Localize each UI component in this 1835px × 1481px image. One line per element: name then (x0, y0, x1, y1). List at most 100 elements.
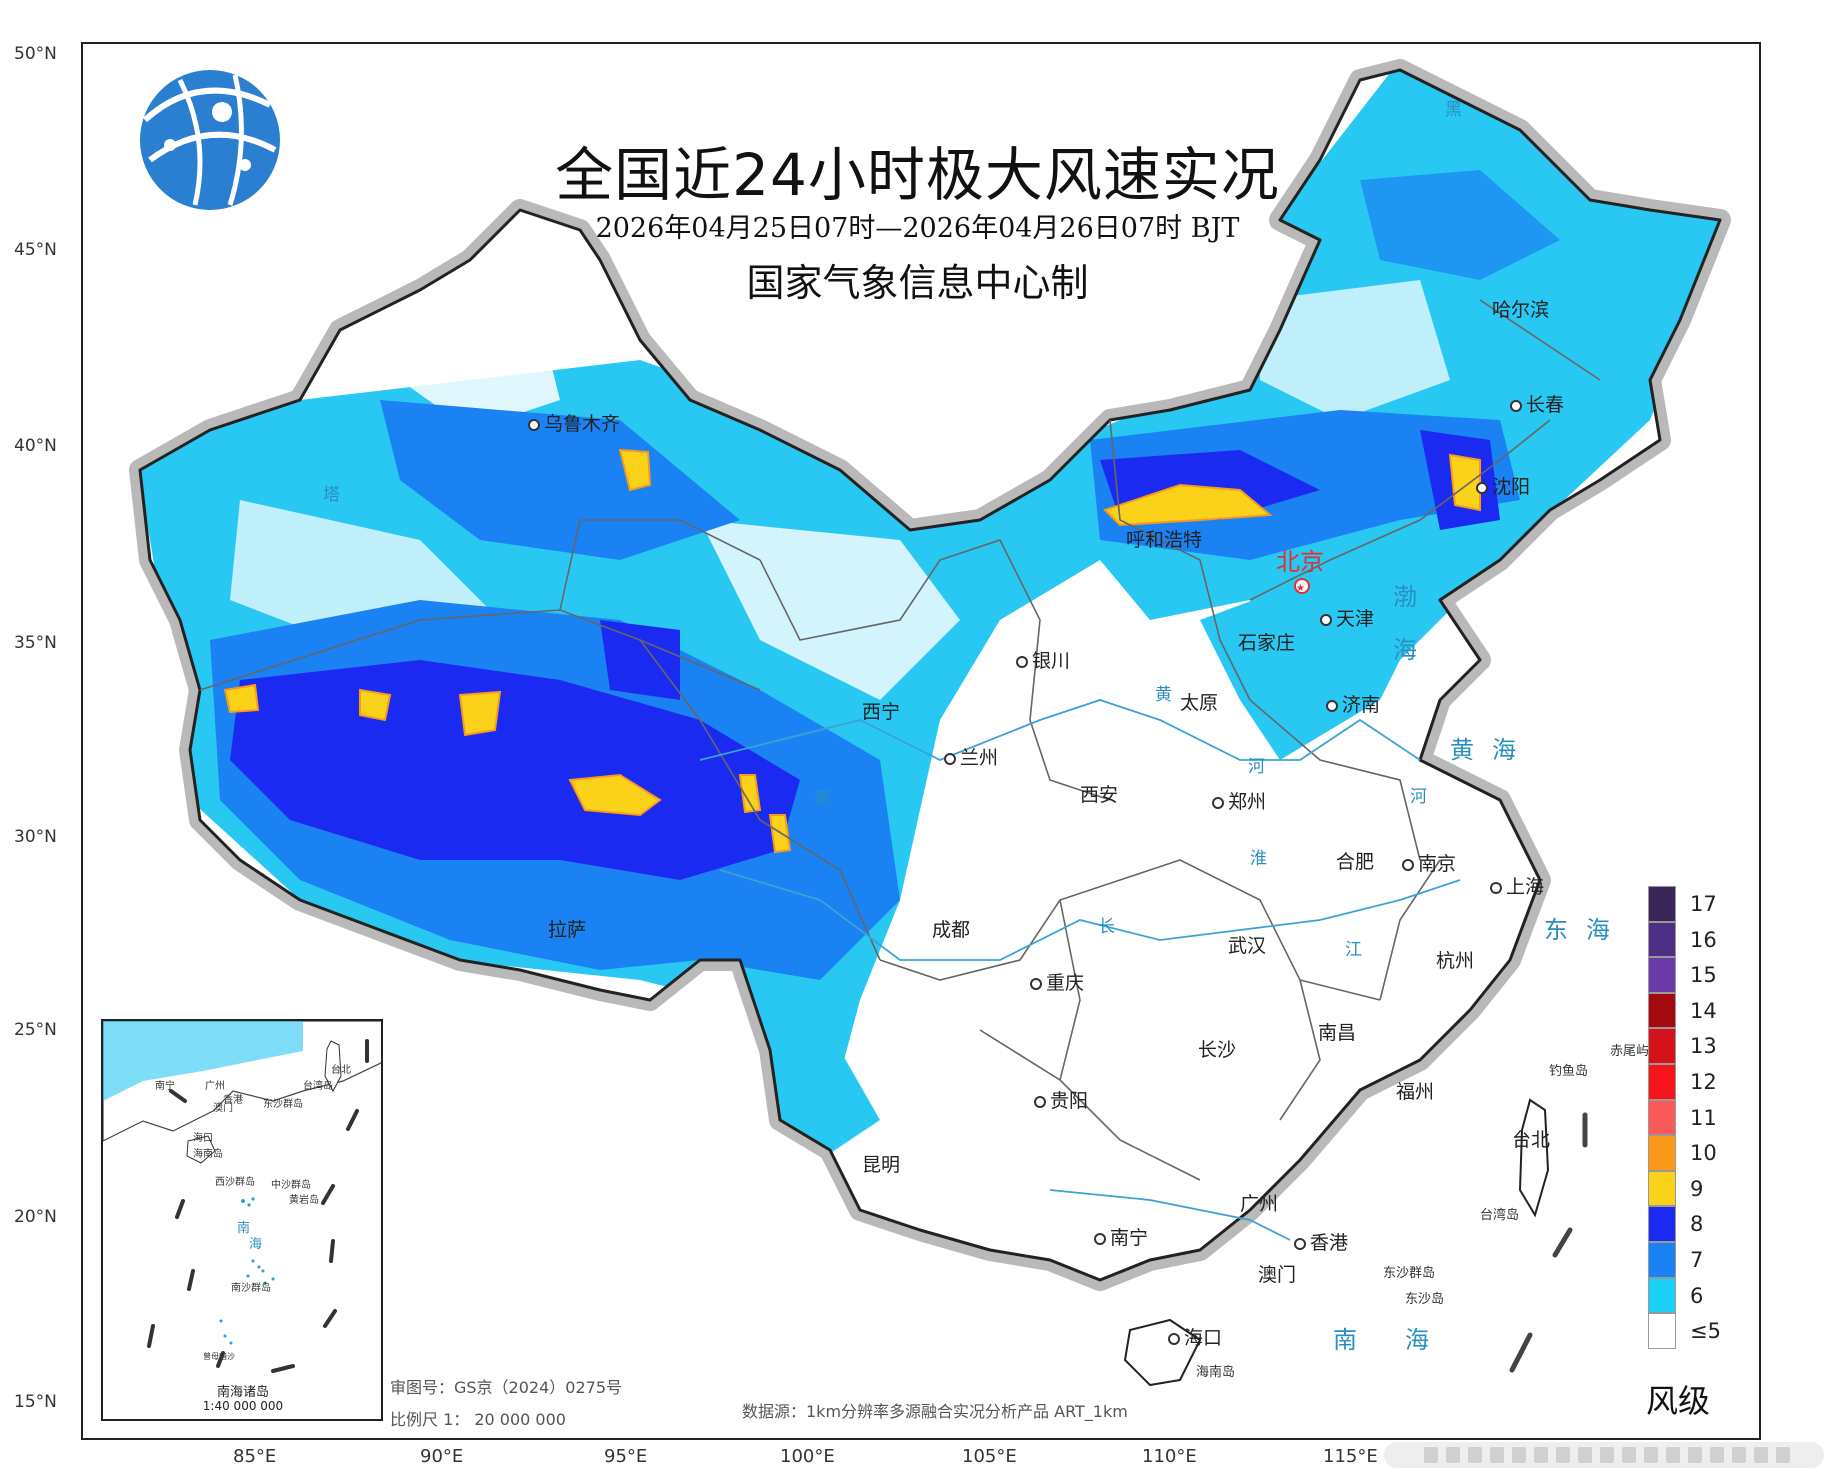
legend-swatch (1648, 1063, 1676, 1100)
legend-row-17: 17 (1648, 886, 1738, 922)
legend-swatch (1648, 1099, 1676, 1136)
inset-title: 南海诸岛 (216, 1385, 269, 1400)
lon-label-90: 90°E (420, 1446, 464, 1467)
city-dot-icon (1402, 858, 1414, 871)
river-label-huai: 淮 (1250, 849, 1267, 869)
inset-taiwan: 台湾岛 (303, 1081, 333, 1092)
city-dot-icon (1320, 613, 1332, 626)
city-wuhan: 武汉 (1228, 935, 1267, 957)
city-macau: 澳门 (1258, 1264, 1297, 1286)
city-nanning: 南宁 (1094, 1223, 1148, 1250)
legend-swatch (1648, 1206, 1676, 1242)
lon-label-115: 115°E (1323, 1446, 1378, 1467)
sea-donghai: 东海 (1544, 916, 1628, 944)
national-border (138, 68, 1722, 1282)
inset-hainan: 海南岛 (193, 1149, 223, 1160)
city-xining: 西宁 (862, 701, 901, 723)
river-label-huang-2: 黄 (814, 789, 831, 809)
island-diaoyu: 钓鱼岛 (1549, 1064, 1589, 1079)
inset-map (103, 1021, 381, 1373)
city-guangzhou: 广州 (1240, 1193, 1279, 1215)
cma-logo (140, 70, 280, 210)
city-shanghai: 上海 (1490, 872, 1544, 899)
city-nanchang: 南昌 (1318, 1022, 1357, 1044)
city-hongkong: 香港 (1294, 1228, 1348, 1255)
lat-label-50: 50°N (14, 44, 57, 64)
city-dot-icon (1212, 796, 1224, 809)
city-dot-icon (1476, 481, 1488, 494)
lat-label-25: 25°N (14, 1020, 57, 1040)
city-dot-icon (1034, 1095, 1046, 1108)
city-harbin: 哈尔滨 (1492, 299, 1550, 321)
lon-label-95: 95°E (604, 1446, 648, 1467)
river-label-jiang: 江 (1345, 940, 1362, 960)
city-dot-icon (1168, 1332, 1180, 1345)
river-label-chang: 长 (1098, 917, 1115, 937)
island-dongsha-group: 东沙群岛 (1383, 1266, 1436, 1281)
city-kunming: 昆明 (862, 1154, 901, 1176)
legend: 17 16 15 14 13 12 11 10 9 8 7 6 ≤5 (1648, 886, 1738, 1349)
city-hohhot: 呼和浩特 (1126, 529, 1203, 551)
inset-nansha: 南沙群岛 (231, 1283, 271, 1294)
inset-south-china-sea: 南宁 广州 香港 台北 澳门 台湾岛 东沙群岛 海口 海南岛 西沙群岛 中沙群岛… (101, 1019, 383, 1421)
river-label-ta: 塔 (323, 485, 340, 505)
city-changchun: 长春 (1510, 390, 1564, 417)
legend-row-6: 6 (1648, 1277, 1738, 1314)
legend-row-14: 14 (1648, 992, 1738, 1029)
review-number: 审图号：GS京（2024）0275号 (390, 1378, 622, 1397)
island-hainan: 海南岛 (1196, 1365, 1236, 1380)
inset-hongkong: 香港 (223, 1095, 243, 1106)
city-dot-icon (1326, 699, 1338, 712)
legend-row-7: 7 (1648, 1241, 1738, 1278)
city-dot-icon (1490, 881, 1502, 894)
time-range: 2026年04月25日07时—2026年04月26日07时 BJT (595, 213, 1240, 244)
city-tianjin: 天津 (1320, 604, 1374, 631)
sea-bohai-2: 海 (1393, 636, 1435, 664)
inset-zhongsha: 中沙群岛 (271, 1180, 311, 1191)
legend-row-12: 12 (1648, 1063, 1738, 1100)
city-shijiazhuang: 石家庄 (1238, 632, 1296, 654)
river-label-he: 河 (1248, 757, 1265, 777)
lon-label-105: 105°E (962, 1446, 1017, 1467)
capital-label: 北京 (1276, 548, 1324, 576)
inset-xisha: 西沙群岛 (215, 1177, 255, 1188)
inset-huangyan: 黄岩岛 (289, 1195, 319, 1206)
city-zhengzhou: 郑州 (1212, 787, 1266, 814)
island-taiwan: 台湾岛 (1480, 1208, 1520, 1223)
legend-row-11: 11 (1648, 1099, 1738, 1136)
city-changsha: 长沙 (1198, 1039, 1237, 1061)
city-dot-icon (1030, 977, 1042, 990)
legend-swatch (1648, 1028, 1676, 1064)
legend-title: 风级 (1646, 1382, 1711, 1420)
city-fuzhou: 福州 (1396, 1081, 1435, 1103)
legend-row-8: 8 (1648, 1206, 1738, 1242)
data-source: 数据源：1km分辨率多源融合实况分析产品 ART_1km (742, 1402, 1128, 1421)
city-haikou: 海口 (1168, 1323, 1222, 1350)
watermark-bar (1384, 1442, 1824, 1468)
city-nanjing: 南京 (1402, 849, 1456, 876)
legend-swatch (1648, 1241, 1676, 1278)
producer: 国家气象信息中心制 (746, 261, 1089, 305)
city-guiyang: 贵阳 (1034, 1086, 1088, 1113)
legend-row-9: 9 (1648, 1170, 1738, 1207)
lon-label-110: 110°E (1142, 1446, 1197, 1467)
city-chengdu: 成都 (932, 919, 971, 941)
legend-swatch (1648, 1135, 1676, 1171)
city-hefei: 合肥 (1336, 851, 1375, 873)
inset-nan: 南 (237, 1221, 251, 1236)
city-dot-icon (944, 752, 956, 765)
city-dot-icon (1016, 655, 1028, 668)
legend-row-10: 10 (1648, 1135, 1738, 1171)
city-taiyuan: 太原 (1180, 692, 1219, 714)
lat-label-40: 40°N (14, 436, 57, 456)
sea-bohai-1: 渤 (1393, 583, 1435, 611)
islands-shapes (1123, 1098, 1550, 1387)
lat-label-20: 20°N (14, 1207, 57, 1227)
rivers (699, 699, 1461, 1241)
sea-boundary-dashes (1509, 1112, 1588, 1373)
legend-swatch (1648, 992, 1676, 1029)
lon-label-100: 100°E (780, 1446, 835, 1467)
sea-huanghai: 黄海 (1450, 736, 1534, 764)
inset-hai: 海 (249, 1237, 263, 1252)
